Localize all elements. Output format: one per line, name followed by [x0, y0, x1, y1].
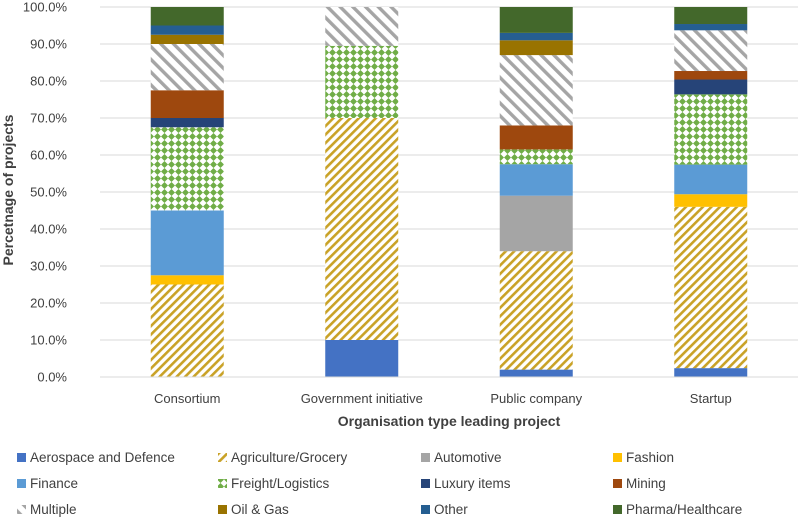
bar-segment: [325, 118, 399, 340]
bar-segment: [150, 127, 224, 211]
bar-segment: [325, 7, 399, 46]
bar-segment: [674, 7, 748, 25]
y-tick-label: 10.0%: [30, 333, 67, 348]
legend-swatch: [17, 453, 26, 462]
legend-label: Other: [434, 502, 468, 517]
legend-label: Fashion: [626, 450, 674, 465]
bar-segment: [150, 25, 224, 35]
y-axis-title: Percetnage of projects: [0, 114, 16, 265]
bar-segment: [150, 7, 224, 26]
legend-swatch: [17, 479, 26, 488]
bar-segment: [499, 55, 573, 126]
bar-segment: [499, 7, 573, 33]
bar-segment: [150, 275, 224, 285]
bars: [150, 7, 748, 377]
bar-segment: [499, 149, 573, 165]
bar-segment: [674, 79, 748, 95]
legend-label: Multiple: [30, 502, 77, 517]
legend-swatch: [17, 505, 26, 514]
legend: Aerospace and Defence Agriculture/Grocery…: [17, 450, 742, 517]
legend-label: Mining: [626, 476, 666, 491]
legend-swatch: [421, 505, 430, 514]
y-tick-label: 70.0%: [30, 111, 67, 126]
bar-segment: [674, 194, 748, 207]
bar-segment: [674, 24, 748, 31]
bar-segment: [150, 284, 224, 377]
y-tick-label: 100.0%: [23, 0, 68, 15]
x-tick-label: Government initiative: [301, 391, 423, 406]
legend-label: Agriculture/Grocery: [231, 450, 348, 465]
bar-segment: [674, 94, 748, 165]
legend-label: Freight/Logistics: [231, 476, 330, 491]
y-tick-label: 0.0%: [37, 370, 67, 385]
bar-segment: [499, 125, 573, 150]
legend-label: Finance: [30, 476, 78, 491]
y-tick-label: 80.0%: [30, 74, 67, 89]
x-tick-label: Public company: [490, 391, 582, 406]
legend-swatch: [613, 505, 622, 514]
bar-segment: [499, 164, 573, 196]
bar-segment: [150, 44, 224, 91]
bar-segment: [674, 206, 748, 369]
bar-segment: [150, 90, 224, 118]
bar-segment: [674, 164, 748, 195]
bar-segment: [499, 40, 573, 56]
y-tick-label: 30.0%: [30, 259, 67, 274]
legend-swatch: [218, 479, 227, 488]
legend-label: Oil & Gas: [231, 502, 289, 517]
legend-label: Aerospace and Defence: [30, 450, 175, 465]
legend-swatch: [218, 453, 227, 462]
y-tick-label: 60.0%: [30, 148, 67, 163]
bar-segment: [150, 118, 224, 128]
bar-segment: [674, 71, 748, 80]
bar-segment: [150, 34, 224, 44]
legend-label: Luxury items: [434, 476, 511, 491]
bar-segment: [499, 369, 573, 377]
legend-swatch: [218, 505, 227, 514]
x-axis-ticks: Consortium Government initiative Public co…: [154, 391, 732, 406]
bar-segment: [325, 45, 399, 118]
x-tick-label: Consortium: [154, 391, 220, 406]
legend-label: Automotive: [434, 450, 502, 465]
bar-segment: [150, 210, 224, 276]
x-tick-label: Startup: [690, 391, 732, 406]
legend-swatch: [613, 479, 622, 488]
legend-swatch: [613, 453, 622, 462]
bar-segment: [499, 251, 573, 370]
bar-segment: [499, 32, 573, 41]
bar-segment: [499, 195, 573, 252]
y-tick-label: 90.0%: [30, 37, 67, 52]
legend-swatch: [421, 479, 430, 488]
bar-segment: [674, 368, 748, 377]
y-tick-label: 40.0%: [30, 222, 67, 237]
legend-swatch: [421, 453, 430, 462]
bar-segment: [325, 340, 399, 377]
y-tick-label: 20.0%: [30, 296, 67, 311]
legend-label: Pharma/Healthcare: [626, 502, 742, 517]
x-axis-title: Organisation type leading project: [338, 413, 561, 429]
y-tick-label: 50.0%: [30, 185, 67, 200]
bar-segment: [674, 30, 748, 72]
y-axis-ticks: 0.0% 10.0% 20.0% 30.0% 40.0% 50.0% 60.0% 70.0% 8…: [23, 0, 68, 385]
